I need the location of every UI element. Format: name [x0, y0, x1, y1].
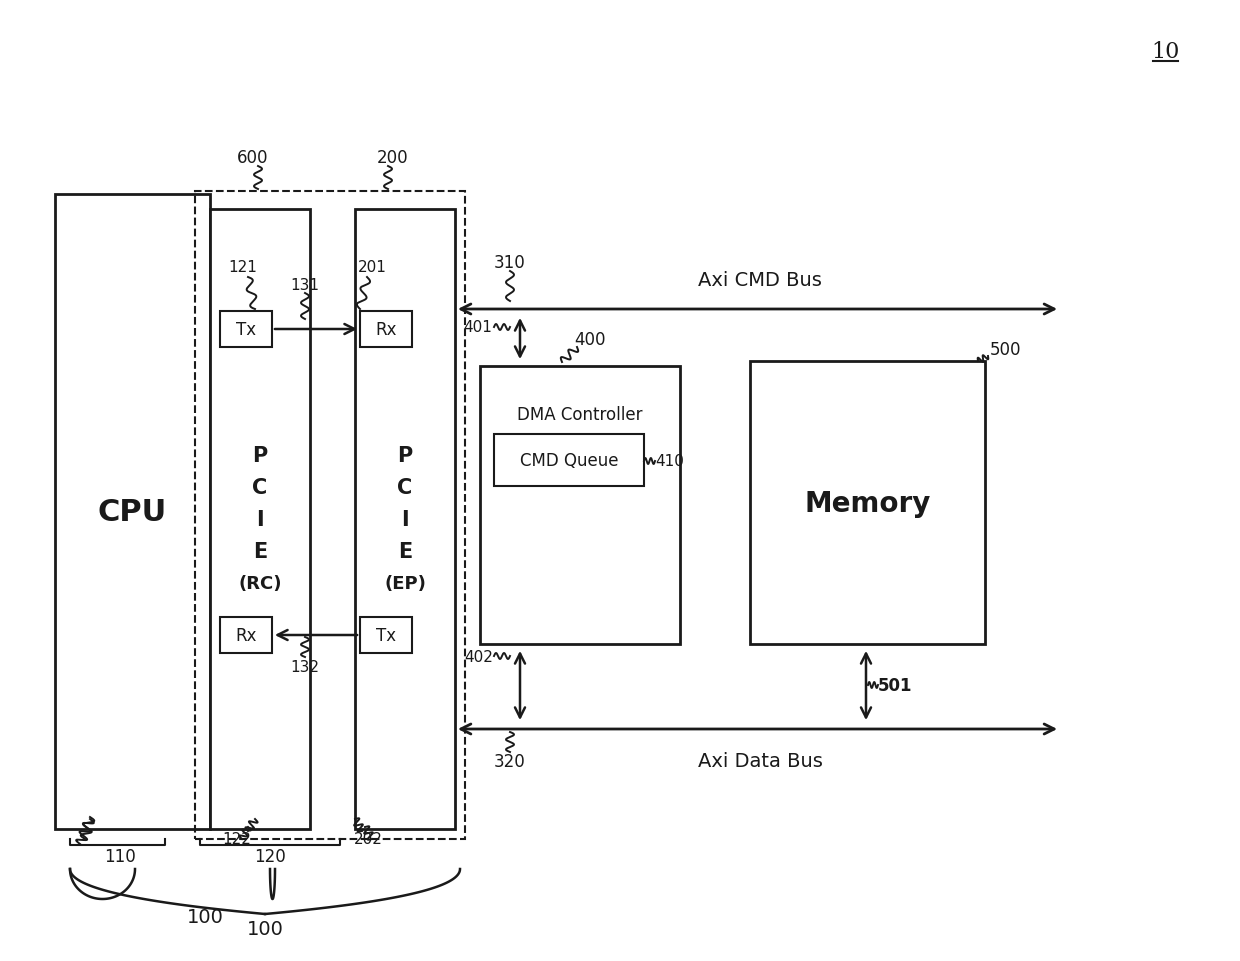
Bar — [360, 311, 412, 348]
Text: Axi CMD Bus: Axi CMD Bus — [698, 271, 822, 289]
Text: (EP): (EP) — [384, 575, 425, 592]
Text: 100: 100 — [247, 920, 284, 939]
Text: Memory: Memory — [805, 489, 931, 517]
Text: 401: 401 — [463, 320, 492, 335]
Text: Rx: Rx — [236, 627, 257, 644]
Text: 501: 501 — [878, 677, 913, 694]
Text: (RC): (RC) — [238, 575, 281, 592]
Text: DMA Controller: DMA Controller — [517, 406, 642, 424]
Text: 200: 200 — [377, 149, 409, 167]
Bar — [360, 617, 412, 653]
Text: Rx: Rx — [376, 321, 397, 338]
Text: Tx: Tx — [376, 627, 396, 644]
Text: 110: 110 — [104, 847, 136, 865]
Bar — [355, 209, 455, 829]
Text: 402: 402 — [464, 649, 494, 664]
Text: I: I — [257, 509, 264, 530]
Text: E: E — [398, 541, 412, 561]
Bar — [210, 209, 310, 829]
Bar — [750, 361, 985, 644]
Text: I: I — [402, 509, 409, 530]
Text: E: E — [253, 541, 267, 561]
Text: 600: 600 — [237, 149, 269, 167]
Text: 201: 201 — [357, 260, 387, 275]
Bar — [219, 311, 272, 348]
Text: 310: 310 — [494, 254, 526, 272]
Text: P: P — [397, 446, 413, 465]
Text: 320: 320 — [494, 752, 526, 770]
Bar — [219, 617, 272, 653]
Text: Axi Data Bus: Axi Data Bus — [698, 752, 822, 770]
Text: C: C — [397, 478, 413, 498]
Text: 10: 10 — [1151, 41, 1179, 62]
Text: CMD Queue: CMD Queue — [520, 452, 619, 470]
Text: 400: 400 — [574, 331, 606, 349]
Text: C: C — [253, 478, 268, 498]
Text: 500: 500 — [990, 340, 1022, 358]
Bar — [55, 195, 210, 829]
Text: 121: 121 — [228, 260, 258, 275]
Text: 100: 100 — [186, 907, 223, 926]
Text: Tx: Tx — [236, 321, 257, 338]
Text: 410: 410 — [655, 454, 684, 469]
Text: 120: 120 — [254, 847, 286, 865]
Bar — [494, 434, 644, 486]
Text: 202: 202 — [353, 831, 382, 847]
Text: 131: 131 — [290, 277, 320, 292]
Text: CPU: CPU — [98, 498, 167, 527]
Bar — [480, 366, 680, 644]
Text: 122: 122 — [222, 831, 252, 847]
Text: 132: 132 — [290, 660, 320, 675]
Text: P: P — [253, 446, 268, 465]
Bar — [195, 192, 465, 839]
